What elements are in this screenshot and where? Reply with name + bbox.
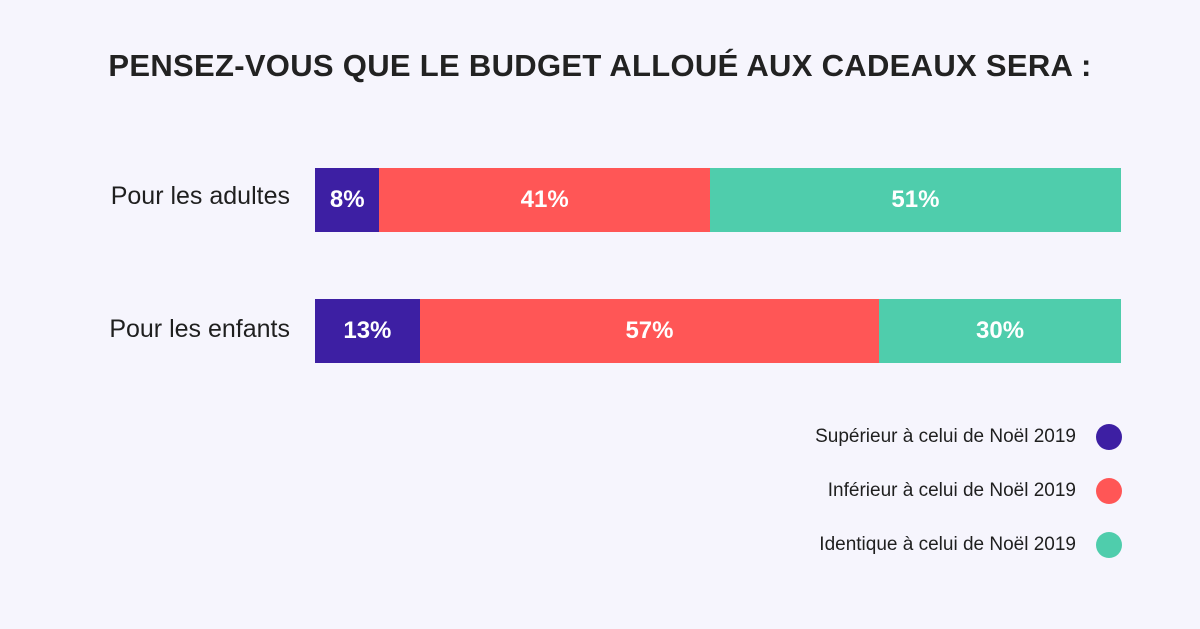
chart-title: PENSEZ-VOUS QUE LE BUDGET ALLOUÉ AUX CAD… — [108, 48, 1092, 83]
legend-label: Supérieur à celui de Noël 2019 — [815, 426, 1076, 447]
bar-segment-adults-identique: 51% — [709, 168, 1121, 232]
data-label: 41% — [520, 186, 569, 213]
data-label: 30% — [976, 317, 1025, 344]
legend-label: Inférieur à celui de Noël 2019 — [827, 480, 1076, 501]
legend-dot-icon — [1096, 532, 1122, 558]
bar-row-adults: 8% 41% 51% — [315, 168, 1121, 232]
bar-segment-adults-inferieur: 41% — [379, 168, 710, 232]
data-label: 57% — [625, 317, 674, 344]
category-label-adults: Pour les adultes — [110, 182, 290, 210]
data-label: 51% — [891, 186, 940, 213]
bar-segment-children-identique: 30% — [879, 299, 1121, 363]
bar-segment-children-superieur: 13% — [315, 299, 420, 363]
legend-dot-icon — [1096, 478, 1122, 504]
data-label: 13% — [343, 317, 392, 344]
legend-dot-icon — [1096, 424, 1122, 450]
bar-segment-children-inferieur: 57% — [419, 299, 880, 363]
data-label: 8% — [329, 186, 365, 213]
legend-item-identique: Identique à celui de Noël 2019 — [819, 532, 1122, 558]
bar-row-children: 13% 57% 30% — [315, 299, 1121, 363]
legend-item-inferieur: Inférieur à celui de Noël 2019 — [828, 478, 1122, 504]
bar-segment-adults-superieur: 8% — [315, 168, 380, 232]
legend-item-superieur: Supérieur à celui de Noël 2019 — [815, 424, 1122, 450]
legend-label: Identique à celui de Noël 2019 — [819, 534, 1076, 555]
category-label-children: Pour les enfants — [109, 315, 290, 343]
